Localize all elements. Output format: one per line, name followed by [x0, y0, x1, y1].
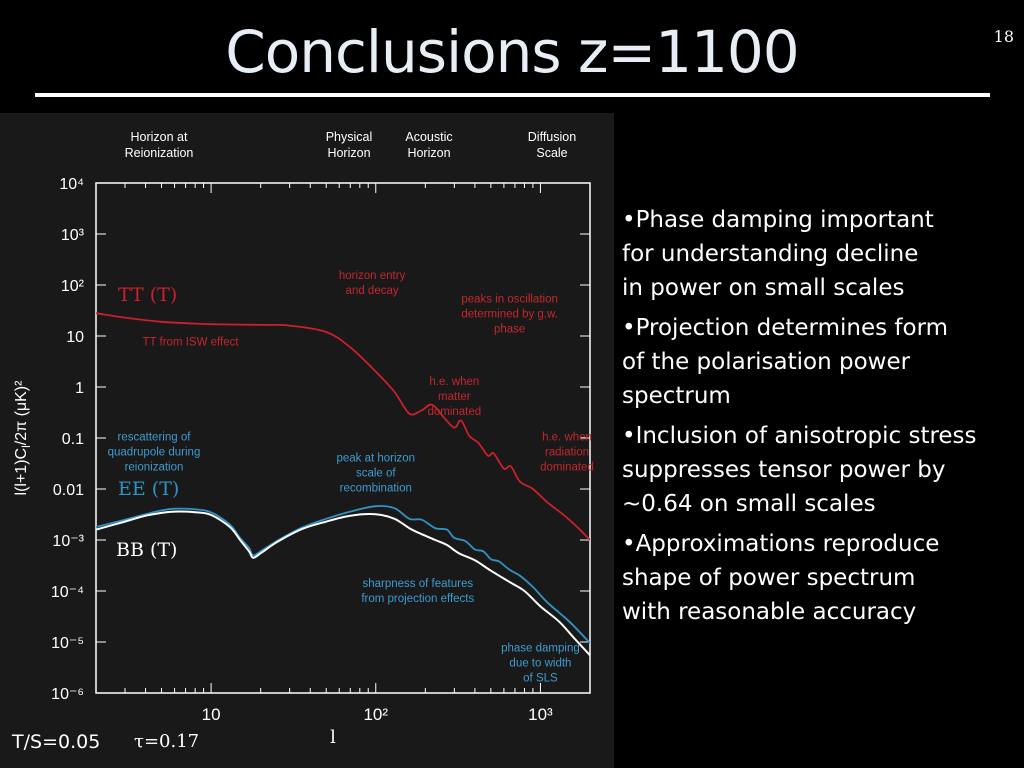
y-tick-label: 1: [75, 380, 84, 397]
chart-panel: 10 10² 10³ 10⁴ 10³ 10² 10 1 0.1 0.01 10⁻³ 10⁻⁴ 10⁻⁵ 1…: [0, 113, 614, 768]
bullet-item: •Phase damping important for understandi…: [622, 207, 934, 301]
scale-label: Horizon at Reionization: [125, 130, 194, 160]
x-tick-label: 10²: [363, 705, 388, 724]
ts-ratio-label: T/S=0.05: [12, 731, 101, 753]
annotation-label: TT from ISW effect: [142, 337, 239, 349]
scale-label: Physical Horizon: [326, 130, 373, 160]
series-label-ee: EE (T): [118, 478, 179, 500]
scale-label: Diffusion Scale: [528, 130, 576, 160]
page-number: 18: [993, 27, 1014, 46]
series-line-bb: [96, 510, 590, 656]
annotation-label: h.e. when matter dominated: [427, 376, 481, 418]
tau-label: τ=0.17: [134, 731, 200, 752]
annotation-label: peaks in oscillation determined by g.w. ph…: [461, 294, 558, 336]
bullet-item: •Inclusion of anisotropic stress suppres…: [622, 423, 977, 517]
annotation-label: rescattering of quadrupole during reioniza…: [108, 431, 201, 473]
annotation-label: h.e. when radiation dominated: [540, 431, 594, 473]
annotation-label: phase damping due to width of SLS: [501, 643, 580, 685]
x-axis-label: l: [330, 727, 336, 748]
y-tick-label: 10⁻³: [52, 533, 84, 550]
y-tick-label: 0.1: [62, 431, 84, 448]
series-label-bb: BB (T): [116, 539, 177, 561]
bullet-item: •Approximations reproduce shape of power…: [622, 531, 940, 625]
x-tick-label: 10: [202, 705, 221, 724]
y-tick-label: 10: [66, 329, 84, 346]
power-spectrum-chart: 10 10² 10³ 10⁴ 10³ 10² 10 1 0.1 0.01 10⁻³ 10⁻⁴ 10⁻⁵ 1…: [13, 130, 594, 748]
bullet-item: •Projection determines form of the polar…: [622, 315, 949, 409]
annotation-label: horizon entry and decay: [339, 270, 406, 297]
y-tick-label: 10⁻⁶: [51, 686, 84, 703]
series-label-tt: TT (T): [118, 284, 177, 306]
slide-title: Conclusions z=1100: [225, 18, 799, 86]
y-tick-label: 10⁻⁵: [51, 635, 84, 652]
y-tick-label: 0.01: [53, 482, 84, 499]
y-tick-label: 10²: [61, 278, 85, 295]
y-tick-label: 10³: [61, 227, 85, 244]
x-tick-label: 10³: [528, 705, 553, 724]
conclusion-bullets: •Phase damping important for understandi…: [622, 203, 1022, 635]
annotation-label: peak at horizon scale of recombination: [336, 452, 415, 494]
annotation-label: sharpness of features from projection eff…: [361, 578, 474, 605]
y-axis-label: l(l+1)Cl/2π (μK)²: [13, 380, 33, 496]
scale-label: Acoustic Horizon: [405, 130, 452, 160]
series-line-ee: [96, 505, 590, 644]
y-tick-label: 10⁻⁴: [51, 584, 84, 601]
series-line-tt: [96, 312, 590, 541]
y-tick-label: 10⁴: [59, 176, 84, 193]
title-rule: [35, 93, 990, 97]
